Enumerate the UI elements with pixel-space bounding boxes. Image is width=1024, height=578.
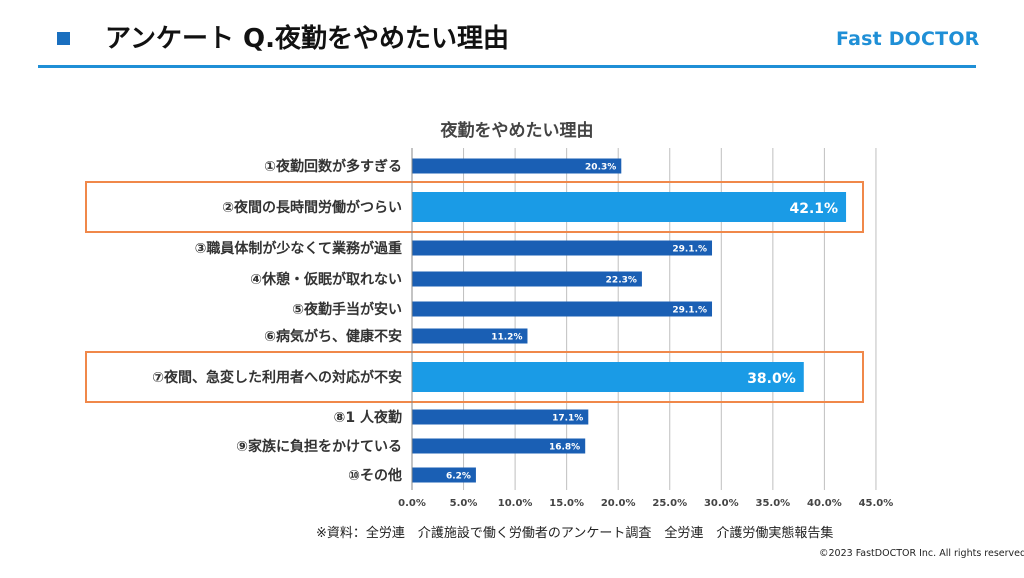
x-tick-label: 20.0% bbox=[601, 498, 636, 509]
category-label: ⑥病気がち、健康不安 bbox=[264, 328, 402, 345]
category-label: ①夜勤回数が多すぎる bbox=[264, 158, 402, 175]
bar bbox=[412, 158, 622, 174]
x-tick-label: 45.0% bbox=[859, 498, 894, 509]
data-label: 29.1.% bbox=[672, 245, 707, 255]
category-label: ⑩その他 bbox=[348, 467, 402, 484]
bar bbox=[412, 192, 847, 222]
data-label: 22.3% bbox=[606, 276, 637, 286]
header-divider bbox=[38, 65, 976, 68]
bar bbox=[412, 328, 528, 344]
category-label: ⑦夜間、急変した利用者への対応が不安 bbox=[152, 369, 402, 386]
brand-logo: Fast DOCTOR bbox=[836, 28, 980, 50]
data-label: 20.3% bbox=[585, 163, 616, 173]
page-title: アンケート Q.夜勤をやめたい理由 bbox=[105, 24, 509, 54]
x-tick-label: 0.0% bbox=[398, 498, 426, 509]
category-label: ③職員体制が少なくて業務が過重 bbox=[195, 240, 402, 257]
chart-title: 夜勤をやめたい理由 bbox=[440, 121, 594, 141]
category-label: ④休憩・仮眠が取れない bbox=[250, 271, 402, 288]
x-tick-label: 15.0% bbox=[549, 498, 584, 509]
x-tick-label: 35.0% bbox=[755, 498, 790, 509]
bar bbox=[412, 271, 642, 287]
data-label: 16.8% bbox=[549, 443, 580, 453]
data-label: 17.1% bbox=[552, 414, 583, 424]
x-tick-label: 5.0% bbox=[450, 498, 478, 509]
highlight-box bbox=[85, 351, 864, 403]
copyright: ©2023 FastDOCTOR Inc. All rights reserve… bbox=[819, 548, 1024, 559]
header-bullet bbox=[57, 32, 70, 45]
bar bbox=[412, 409, 589, 425]
x-tick-label: 10.0% bbox=[498, 498, 533, 509]
bar bbox=[412, 467, 476, 483]
data-label: 38.0% bbox=[747, 371, 796, 387]
highlight-box bbox=[85, 181, 864, 233]
category-label: ⑤夜勤手当が安い bbox=[292, 301, 402, 318]
bar bbox=[412, 438, 586, 454]
bar bbox=[412, 240, 713, 256]
category-label: ②夜間の長時間労働がつらい bbox=[222, 199, 402, 216]
bar bbox=[412, 362, 804, 392]
bar bbox=[412, 301, 713, 317]
data-label: 42.1% bbox=[789, 201, 838, 217]
category-label: ⑧1 人夜勤 bbox=[334, 409, 402, 426]
data-label: 11.2% bbox=[491, 333, 522, 343]
data-label: 6.2% bbox=[446, 472, 471, 482]
source-note: ※資料：全労連 介護施設で働く労働者のアンケート調査 全労連 介護労働実態報告集 bbox=[316, 526, 834, 541]
x-tick-label: 30.0% bbox=[704, 498, 739, 509]
category-label: ⑨家族に負担をかけている bbox=[236, 438, 402, 455]
x-tick-label: 25.0% bbox=[652, 498, 687, 509]
x-tick-label: 40.0% bbox=[807, 498, 842, 509]
data-label: 29.1.% bbox=[672, 306, 707, 316]
